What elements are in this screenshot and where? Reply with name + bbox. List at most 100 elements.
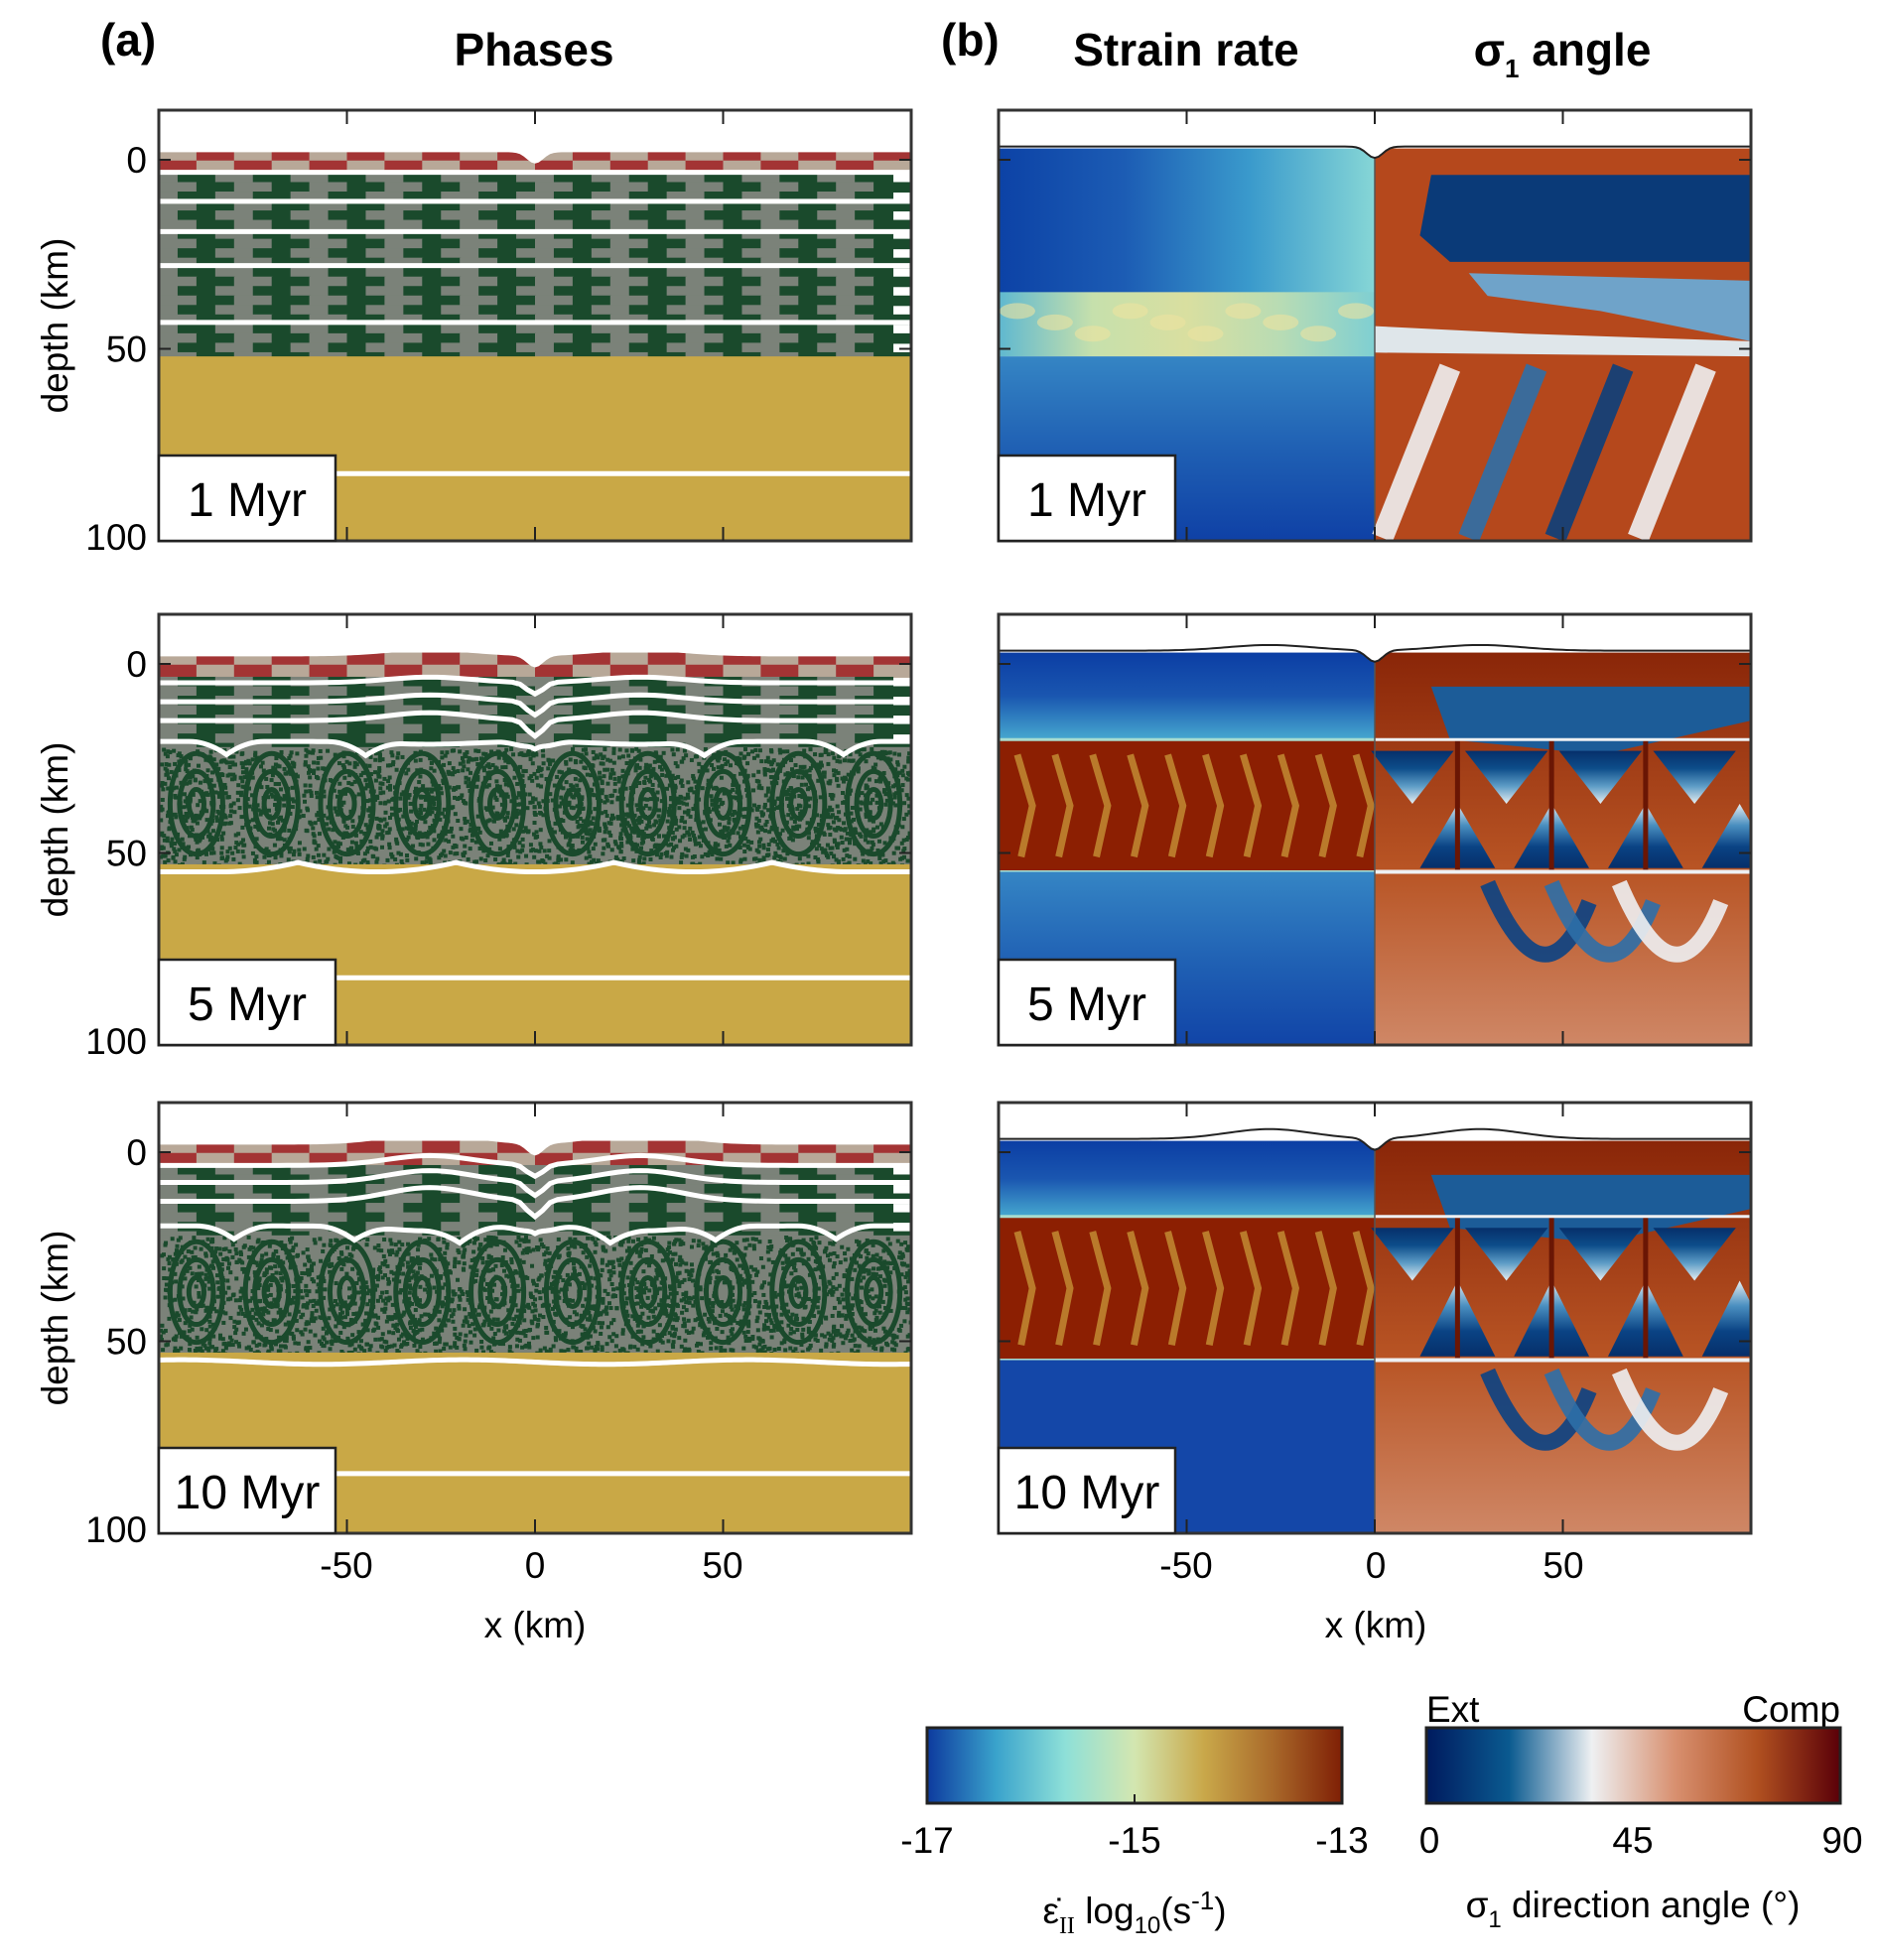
crust-cell [723, 723, 762, 735]
crust-cell [591, 286, 630, 297]
mixing-noise [711, 766, 716, 771]
crust-cell [384, 182, 424, 194]
mixing-noise [388, 763, 393, 768]
mixing-noise [647, 820, 652, 825]
mixing-noise [208, 749, 213, 754]
mixing-noise [467, 777, 471, 782]
crust-cell [779, 229, 819, 240]
mixing-noise [620, 774, 625, 779]
crust-cell [271, 182, 311, 194]
mixing-noise [826, 815, 831, 820]
mixing-noise [845, 853, 850, 858]
mixing-noise [523, 768, 528, 773]
mixing-noise [420, 1337, 425, 1342]
mixing-noise [738, 859, 743, 864]
mixing-noise [701, 1333, 706, 1338]
crust-cell [760, 219, 800, 231]
mixing-noise [184, 763, 189, 768]
mixing-noise [493, 1263, 498, 1268]
mixing-noise [700, 786, 705, 791]
crust-cell [798, 200, 838, 212]
mixing-noise [680, 783, 685, 788]
mixing-noise [593, 807, 598, 812]
mixing-noise [716, 804, 721, 809]
panel-a-label: (a) [100, 14, 156, 65]
mixing-noise [341, 819, 346, 824]
mixing-noise [706, 853, 711, 858]
mixing-noise [205, 768, 210, 773]
mixing-noise [749, 840, 754, 845]
mixing-noise [322, 789, 327, 794]
mixing-noise [643, 775, 648, 780]
crust-cell [572, 182, 611, 194]
mixing-noise [762, 772, 767, 777]
mixing-noise [637, 821, 642, 826]
mixing-noise [660, 772, 665, 777]
mixing-noise [174, 785, 179, 790]
mixing-noise [334, 854, 338, 859]
mixing-noise [685, 792, 690, 797]
mixing-noise [639, 846, 644, 850]
mixing-noise [309, 793, 314, 798]
mixing-noise [532, 821, 537, 826]
mixing-noise [609, 817, 614, 822]
mixing-noise [491, 819, 496, 824]
mixing-noise [428, 860, 433, 865]
swirl [845, 750, 903, 857]
mixing-noise [231, 772, 236, 777]
crust-cell [553, 733, 593, 744]
mixing-noise [765, 848, 770, 852]
mixing-noise [561, 819, 566, 824]
mixing-noise [447, 1308, 452, 1313]
mixing-noise [804, 782, 809, 787]
crust-cell [177, 1203, 216, 1214]
mixing-noise [533, 797, 538, 802]
mixing-noise [663, 1309, 668, 1314]
mixing-noise [173, 842, 178, 847]
crust-cell [159, 248, 179, 259]
mixing-noise [674, 1238, 679, 1242]
mixing-noise [339, 1266, 344, 1271]
swirl [694, 750, 752, 857]
mixing-noise [256, 808, 261, 813]
mixing-noise [514, 823, 519, 828]
strain-streak [1276, 753, 1300, 858]
mixing-noise [385, 857, 390, 862]
mixing-noise [342, 791, 347, 796]
mixing-noise [606, 1260, 611, 1265]
mixing-noise [468, 1330, 472, 1335]
crust-cell [516, 286, 555, 297]
mixing-noise [875, 755, 880, 760]
crust-cell [159, 182, 198, 194]
crust-cell [572, 238, 611, 250]
crust-cell [497, 276, 536, 288]
mixing-noise [313, 860, 318, 865]
crust-cell [290, 248, 330, 259]
mixing-noise [481, 849, 486, 853]
mixing-noise [719, 830, 724, 835]
mixing-noise [460, 793, 465, 798]
crust-cell [723, 705, 762, 717]
crust-cell [535, 1212, 574, 1224]
mixing-noise [295, 774, 300, 779]
crust-cell [422, 257, 462, 269]
mixing-noise [621, 856, 626, 861]
mixing-noise [853, 856, 858, 861]
mixing-noise [383, 1349, 388, 1354]
mixing-noise [832, 755, 837, 760]
mixing-noise [225, 849, 230, 854]
mixing-noise [185, 781, 190, 786]
mixing-noise [707, 850, 712, 855]
mixing-noise [671, 846, 676, 850]
mixing-noise [328, 778, 333, 783]
mixing-noise [349, 846, 354, 850]
crust-cell [855, 172, 894, 184]
crust-cell [779, 324, 819, 334]
mixing-noise [269, 792, 274, 797]
mixing-noise [729, 1304, 734, 1309]
mixing-noise [387, 815, 392, 820]
mixing-noise [181, 815, 186, 820]
crust-cell [535, 295, 574, 307]
mixing-noise [616, 775, 621, 780]
